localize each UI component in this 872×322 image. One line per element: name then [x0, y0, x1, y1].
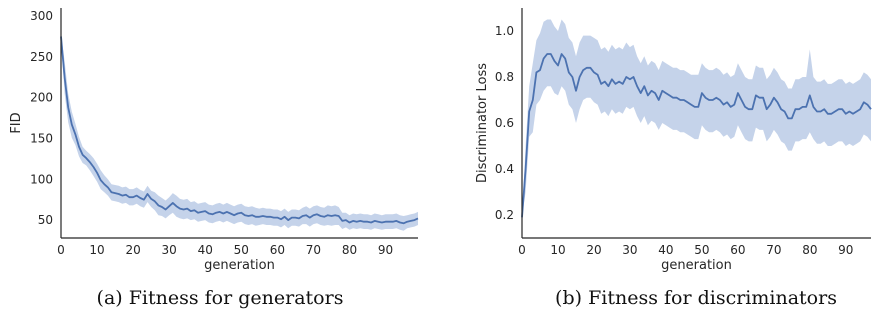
fid-y-tick-label: 50 — [38, 213, 53, 227]
loss-x-tick-label: 20 — [586, 243, 601, 257]
loss-x-tick-label: 0 — [518, 243, 526, 257]
fid-x-tick-label: 80 — [342, 243, 357, 257]
loss-line — [521, 53, 872, 218]
fid-x-axis-label: generation — [204, 258, 275, 273]
caption-generators: (a) Fitness for generators — [97, 287, 344, 309]
fid-x-tick-label: 60 — [270, 243, 285, 257]
loss-x-tick-label: 90 — [838, 243, 853, 257]
fid-x-tick-label: 0 — [57, 243, 65, 257]
loss-x-tick-label: 80 — [802, 243, 817, 257]
fid-y-tick-label: 250 — [30, 50, 53, 64]
fid-x-tick-label: 70 — [306, 243, 321, 257]
fid-y-tick-label: 100 — [30, 172, 53, 186]
loss-y-tick-label: 0.4 — [495, 162, 514, 176]
fid-y-axis-label: FID — [9, 112, 24, 133]
loss-y-tick-labels: 0.2 0.4 0.6 0.8 1.0 — [495, 24, 514, 222]
loss-x-tick-labels: 0 10 20 30 40 50 60 70 80 90 — [518, 243, 853, 257]
loss-x-tick-label: 10 — [550, 243, 565, 257]
fid-y-tick-label: 300 — [30, 9, 53, 23]
fid-y-tick-label: 200 — [30, 91, 53, 105]
fid-x-tick-label: 30 — [162, 243, 177, 257]
fid-x-tick-label: 10 — [89, 243, 104, 257]
fid-x-tick-label: 90 — [378, 243, 393, 257]
fid-x-tick-labels: 0 10 20 30 40 50 60 70 80 90 — [57, 243, 393, 257]
fid-x-tick-label: 20 — [125, 243, 140, 257]
fid-y-tick-label: 150 — [30, 131, 53, 145]
loss-y-axis-label: Discriminator Loss — [475, 63, 490, 183]
caption-discriminators: (b) Fitness for discriminators — [555, 287, 837, 309]
fid-y-tick-labels: 50 100 150 200 250 300 — [30, 9, 53, 227]
loss-x-tick-label: 40 — [658, 243, 673, 257]
loss-x-tick-label: 30 — [622, 243, 637, 257]
loss-confidence-band — [522, 19, 871, 218]
loss-y-tick-label: 0.8 — [495, 70, 514, 84]
fid-x-tick-label: 40 — [198, 243, 213, 257]
loss-x-tick-label: 50 — [694, 243, 709, 257]
loss-y-tick-label: 0.2 — [495, 208, 514, 222]
loss-x-tick-label: 70 — [766, 243, 781, 257]
panel-discriminators: 0 10 20 30 40 50 60 70 80 90 0.2 0.4 0.6 0.8 1.0 gene… — [475, 8, 872, 309]
fid-line — [60, 36, 419, 225]
fid-x-tick-label: 50 — [234, 243, 249, 257]
loss-x-tick-label: 60 — [730, 243, 745, 257]
fid-confidence-band — [61, 34, 418, 231]
loss-x-axis-label: generation — [661, 258, 732, 273]
loss-y-tick-label: 1.0 — [495, 24, 514, 38]
panel-generators: 0 10 20 30 40 50 60 70 80 90 50 100 150 200 250 300 ge… — [9, 8, 419, 309]
loss-y-tick-label: 0.6 — [495, 116, 514, 130]
